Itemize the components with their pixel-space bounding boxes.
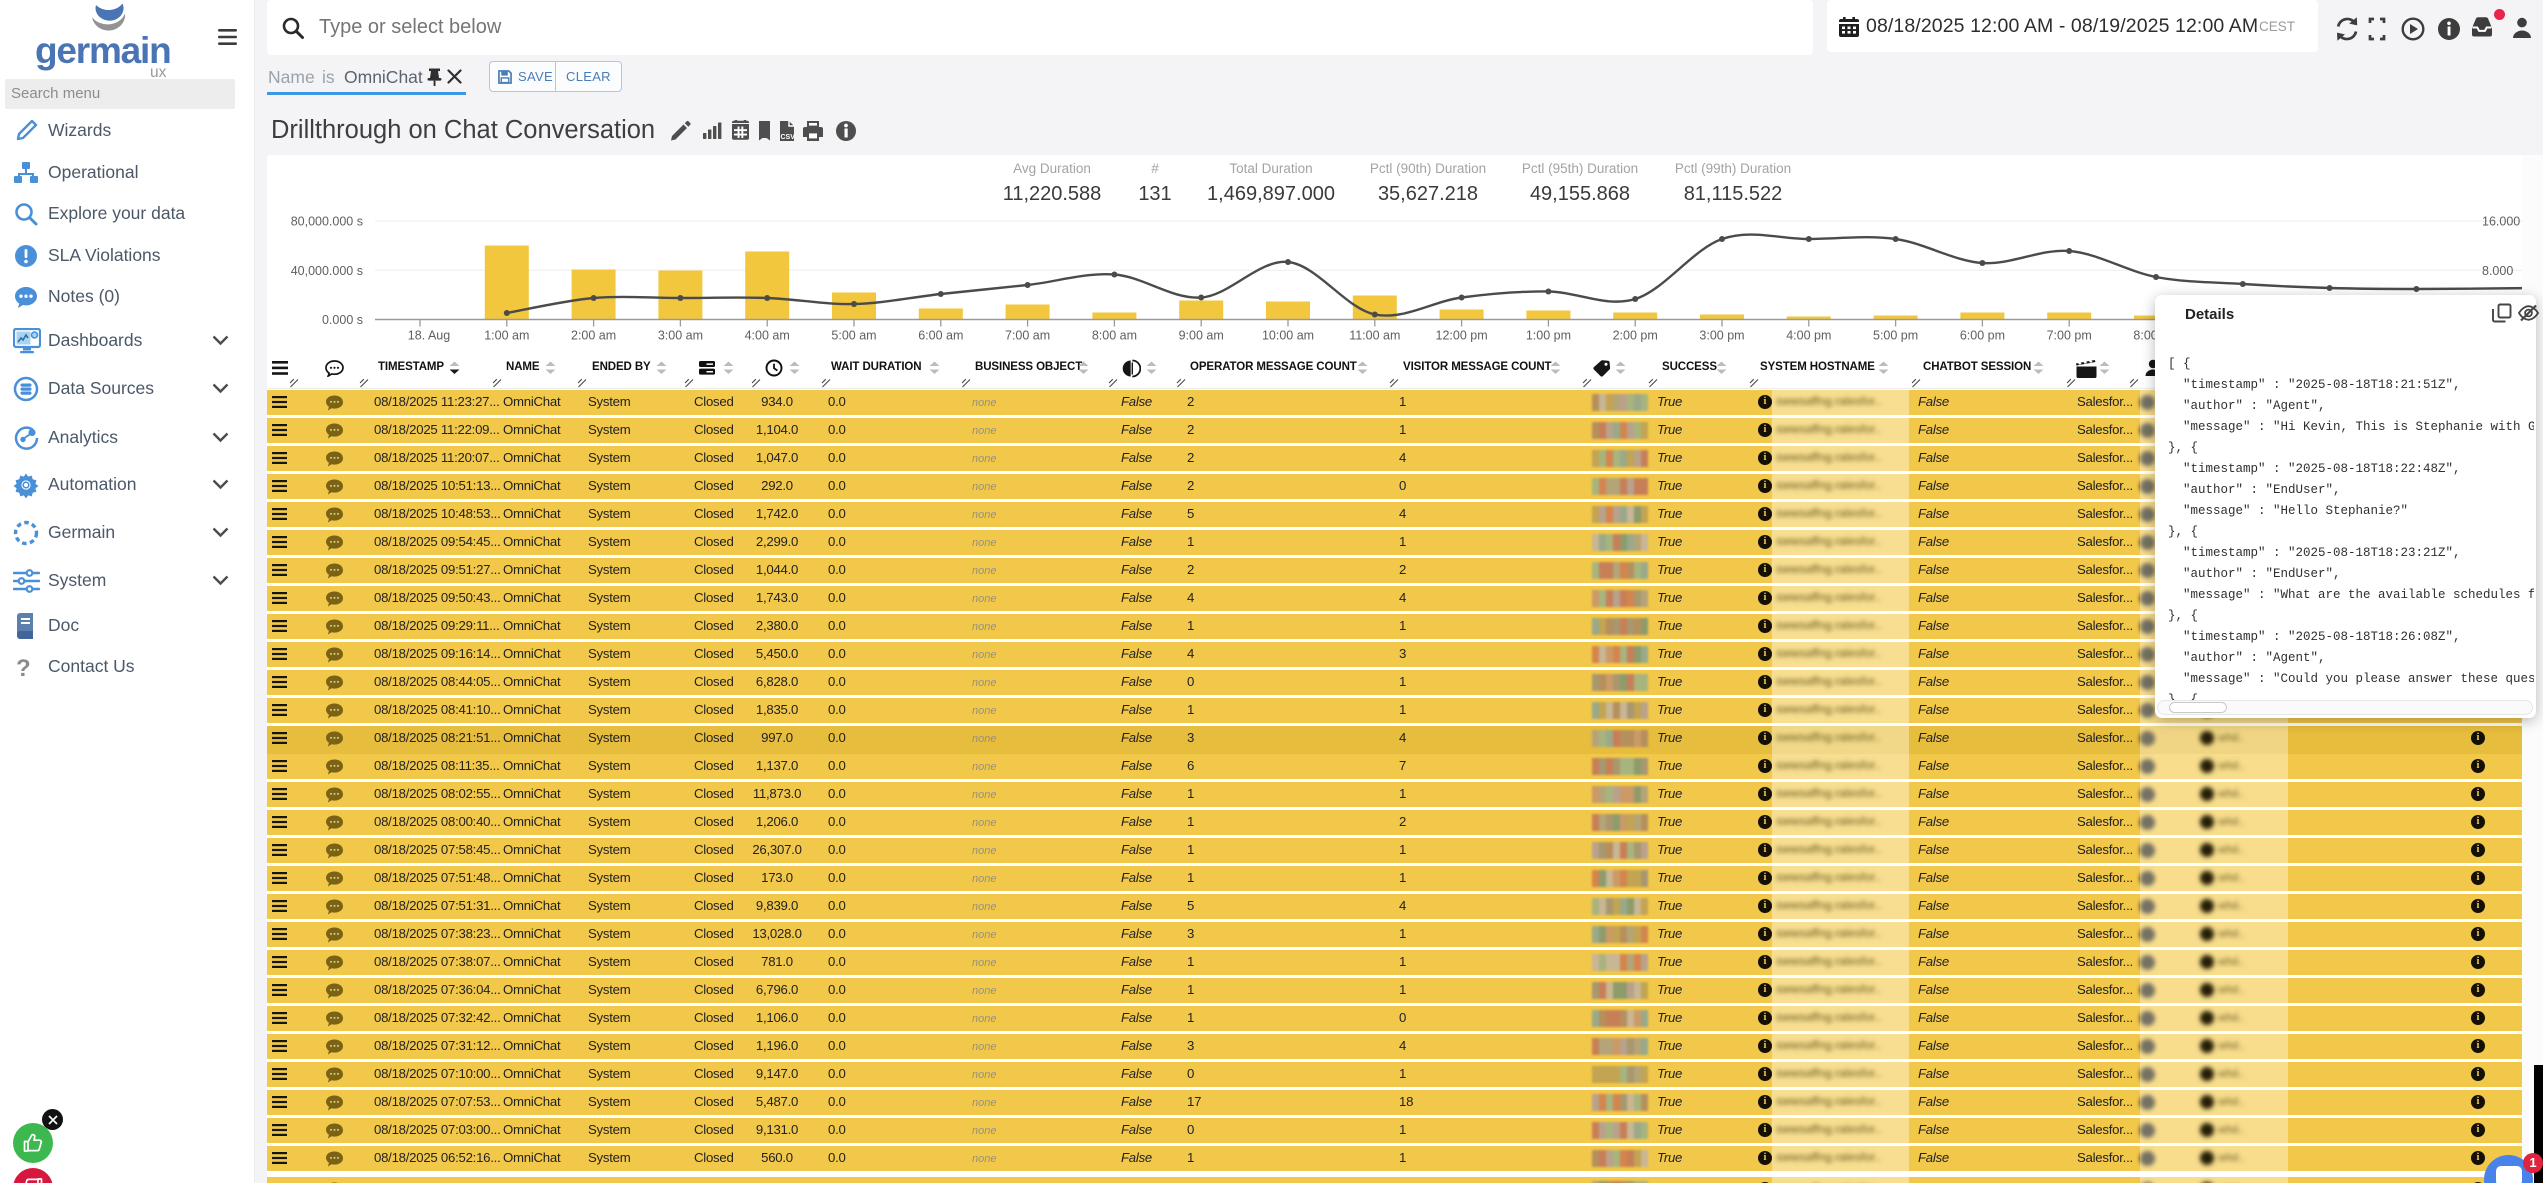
svg-text:4:00 pm: 4:00 pm (1786, 329, 1831, 343)
svg-text:3:00 am: 3:00 am (658, 329, 703, 343)
svg-text:?: ? (16, 655, 31, 680)
svg-text:10:00 am: 10:00 am (1262, 329, 1314, 343)
svg-text:1:00 am: 1:00 am (484, 329, 529, 343)
svg-text:ux: ux (150, 64, 167, 81)
svg-text:CSV: CSV (781, 134, 796, 141)
svg-text:6:00 am: 6:00 am (918, 329, 963, 343)
svg-text:8:00 am: 8:00 am (1092, 329, 1137, 343)
svg-text:1:00 pm: 1:00 pm (1526, 329, 1571, 343)
svg-text:2:00 pm: 2:00 pm (1613, 329, 1658, 343)
svg-text:8.000: 8.000 (2482, 264, 2513, 278)
svg-text:6:00 pm: 6:00 pm (1960, 329, 2005, 343)
svg-text:7:00 pm: 7:00 pm (2047, 329, 2092, 343)
svg-text:7:00 am: 7:00 am (1005, 329, 1050, 343)
svg-text:40,000.000 s: 40,000.000 s (291, 264, 363, 278)
svg-text:12:00 pm: 12:00 pm (1436, 329, 1488, 343)
svg-text:9:00 am: 9:00 am (1179, 329, 1224, 343)
svg-text:11:00 am: 11:00 am (1349, 329, 1400, 343)
svg-text:3:00 pm: 3:00 pm (1699, 329, 1744, 343)
svg-text:18. Aug: 18. Aug (408, 329, 450, 343)
svg-text:2:00 am: 2:00 am (571, 329, 616, 343)
svg-text:16.000: 16.000 (2482, 215, 2520, 229)
svg-text:5:00 am: 5:00 am (831, 329, 876, 343)
svg-text:4:00 am: 4:00 am (745, 329, 790, 343)
svg-text:germain: germain (35, 30, 171, 71)
svg-text:5:00 pm: 5:00 pm (1873, 329, 1918, 343)
svg-text:80,000.000 s: 80,000.000 s (291, 215, 363, 229)
svg-text:0.000 s: 0.000 s (322, 313, 363, 327)
